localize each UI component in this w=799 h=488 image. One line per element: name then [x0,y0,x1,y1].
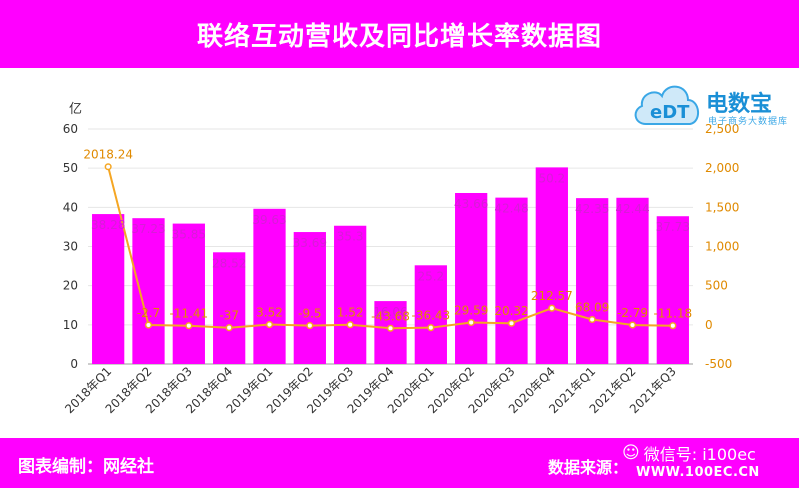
page-title: 联络互动营收及同比增长率数据图 [196,21,602,52]
bar-label: 38.28 [91,218,125,232]
bar-label: 25.2 [417,269,444,283]
growth-label: 68.09 [575,300,609,314]
y-tick-label: 50 [63,161,78,175]
y2-tick-label: 2,000 [705,161,739,175]
bar [656,216,689,364]
svg-text:eDT: eDT [650,102,690,123]
bar-label: 35.85 [172,228,206,242]
bar [92,214,125,364]
chart-header: 联络互动营收及同比增长率数据图 [0,0,799,68]
growth-point [185,322,193,330]
cloud-icon: eDT [634,85,699,125]
bar [334,225,367,364]
bar-label: 39.63 [252,213,286,227]
bar [132,218,165,364]
line-layer [104,163,677,332]
growth-label: -2.7 [137,306,160,320]
growth-label: 3.52 [256,306,283,320]
revenue-chart: 38.28 37.23 35.85 28.52 39.63 33.69 35.3 16.06 2… [62,102,739,416]
y-tick-label: 10 [63,318,78,332]
bar [576,198,609,364]
growth-point [346,321,354,329]
growth-label: 2018.24 [83,148,133,162]
growth-label: -37 [219,309,239,323]
wechat-id: ☺ 微信号: i100ec [622,441,756,465]
y2-tick-label: 1,500 [705,200,739,214]
label-layer: 38.28 37.23 35.85 28.52 39.63 33.69 35.3 16.06 2… [83,148,692,324]
bar [374,301,407,364]
bar-label: 37.23 [131,222,165,236]
growth-label: 20.32 [494,304,528,318]
bar [535,167,568,364]
y-tick-label: 0 [70,357,78,371]
bar [414,265,447,364]
bar-label: 33.69 [293,236,327,250]
bar-label: 37.73 [656,220,690,234]
growth-point [225,324,233,332]
bar-layer [92,167,689,364]
growth-label: -11.18 [653,307,692,321]
bar [495,197,528,364]
logo-text: 电数宝 [706,92,773,117]
growth-label: -11.41 [169,307,208,321]
y-tick-label: 30 [63,240,78,254]
growth-point [467,318,475,327]
logo-subtitle: 电子商务大数据库 [708,117,789,127]
chart-footer: 图表编制：网经社 数据来源： ☺ 微信号: i100ec WWW.100EC.C… [0,438,799,488]
bar-label: 42.35 [575,202,609,216]
bar-label: 50.2 [538,171,565,185]
wechat-text: 微信号: i100ec [643,445,756,464]
bar [616,197,649,364]
bar [455,192,488,364]
y2-tick-label: -500 [705,357,732,371]
growth-label: -2.79 [617,306,648,320]
wechat-icon: ☺ [622,443,640,463]
bar-label: 28.52 [212,256,246,270]
growth-point [427,324,435,332]
bar-label: 42.48 [494,202,528,216]
y2-tick-label: 2,500 [705,122,739,136]
chart-area: 38.28 37.23 35.85 28.52 39.63 33.69 35.3 16.06 2… [0,68,799,438]
bar [213,252,246,364]
growth-label: -43.68 [371,309,410,323]
y-tick-label: 20 [63,279,78,293]
growth-label: -9.5 [298,307,321,321]
brand-logo: eDT 电数宝 电子商务大数据库 [628,72,798,136]
growth-point [306,322,314,330]
bar-label: 16.06 [373,305,407,319]
website-url: WWW.100EC.CN [636,465,760,480]
chart-credit: 图表编制：网经社 [18,457,154,477]
growth-label: 29.59 [454,304,488,318]
growth-point [144,321,153,329]
growth-label: -36.43 [411,309,450,323]
y-tick-label: 60 [63,122,78,136]
growth-point [265,321,274,329]
bar [172,223,205,364]
growth-point [548,304,556,312]
y2-tick-label: 500 [705,279,728,293]
y2-tick-label: 1,000 [705,240,739,254]
growth-point [386,324,395,332]
growth-point [104,163,112,171]
bar-label: 43.66 [454,197,488,211]
growth-label: 212.57 [531,289,573,303]
y-axis-label: 亿 [69,102,82,117]
bar-label: 42.44 [615,202,649,216]
growth-label: 1.52 [337,306,364,320]
bar [293,232,326,364]
data-source: 数据来源： [548,458,629,477]
growth-point [507,319,516,327]
growth-point [588,315,596,324]
growth-point [628,321,637,329]
y-tick-label: 40 [63,200,78,214]
y2-tick-label: 0 [705,318,713,332]
bar-label: 35.3 [337,230,364,244]
growth-point [669,322,677,330]
bar [253,208,286,364]
